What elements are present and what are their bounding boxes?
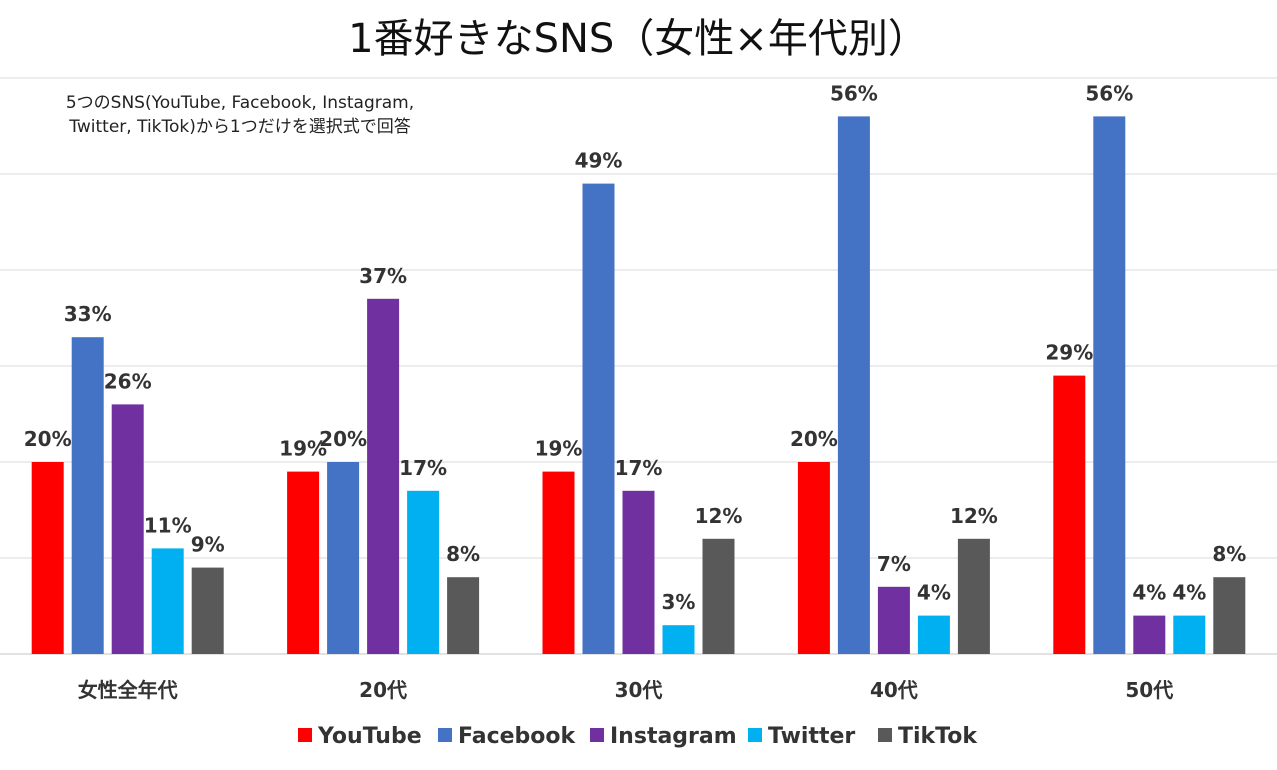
- bar-twitter-0: [151, 548, 184, 654]
- bar-twitter-1: [407, 490, 440, 654]
- legend-label: Facebook: [458, 724, 577, 749]
- legend-label: Twitter: [768, 724, 855, 749]
- data-label: 19%: [279, 437, 327, 461]
- legend-item-twitter: Twitter: [748, 724, 855, 749]
- data-label: 4%: [917, 581, 951, 605]
- bar-facebook-2: [582, 183, 615, 654]
- data-labels: 20%33%26%11%9%19%20%37%17%8%19%49%17%3%1…: [24, 81, 1247, 614]
- category-label: 50代: [1125, 678, 1173, 702]
- data-label: 56%: [1085, 81, 1133, 105]
- bar-instagram-4: [1133, 615, 1166, 654]
- bar-instagram-0: [111, 404, 144, 654]
- data-label: 20%: [24, 427, 72, 451]
- bar-instagram-3: [877, 586, 910, 654]
- legend-item-facebook: Facebook: [438, 724, 577, 749]
- legend-label: TikTok: [898, 724, 978, 749]
- bar-facebook-3: [837, 116, 870, 654]
- legend-label: Instagram: [610, 724, 737, 749]
- legend-swatch: [748, 728, 762, 742]
- legend-swatch: [298, 728, 312, 742]
- data-label: 12%: [950, 504, 998, 528]
- bar-facebook-0: [71, 337, 104, 654]
- bar-twitter-4: [1173, 615, 1206, 654]
- data-label: 12%: [695, 504, 743, 528]
- chart-note-line-2: Twitter, TikTok)から1つだけを選択式で回答: [68, 117, 410, 137]
- category-label: 30代: [615, 678, 663, 702]
- data-label: 9%: [191, 533, 225, 557]
- data-label: 4%: [1132, 581, 1166, 605]
- data-label: 8%: [446, 542, 480, 566]
- data-label: 20%: [319, 427, 367, 451]
- data-label: 3%: [662, 590, 696, 614]
- bar-tiktok-0: [191, 567, 224, 654]
- category-label: 女性全年代: [78, 678, 178, 702]
- data-label: 17%: [399, 456, 447, 480]
- bar-youtube-1: [287, 471, 320, 654]
- bar-tiktok-3: [957, 538, 990, 654]
- legend: YouTube Facebook Instagram Twitter TikTok: [298, 724, 978, 749]
- legend-label: YouTube: [317, 724, 422, 749]
- bar-twitter-3: [917, 615, 950, 654]
- data-label: 7%: [877, 552, 911, 576]
- legend-swatch: [438, 728, 452, 742]
- legend-swatch: [878, 728, 892, 742]
- data-label: 19%: [535, 437, 583, 461]
- data-label: 26%: [104, 369, 152, 393]
- category-labels: 女性全年代 20代 30代 40代 50代: [78, 678, 1174, 702]
- data-label: 4%: [1172, 581, 1206, 605]
- legend-item-youtube: YouTube: [298, 724, 422, 749]
- legend-item-tiktok: TikTok: [878, 724, 978, 749]
- data-label: 11%: [144, 513, 192, 537]
- data-label: 49%: [575, 149, 623, 173]
- data-label: 37%: [359, 264, 407, 288]
- bar-facebook-4: [1093, 116, 1126, 654]
- legend-swatch: [590, 728, 604, 742]
- bar-instagram-2: [622, 490, 655, 654]
- data-label: 29%: [1045, 341, 1093, 365]
- bars: [31, 116, 1246, 654]
- data-label: 56%: [830, 81, 878, 105]
- bar-twitter-2: [662, 625, 695, 654]
- bar-youtube-4: [1053, 375, 1086, 654]
- data-label: 17%: [615, 456, 663, 480]
- bar-instagram-1: [367, 298, 400, 654]
- data-label: 8%: [1212, 542, 1246, 566]
- bar-youtube-2: [542, 471, 575, 654]
- data-label: 20%: [790, 427, 838, 451]
- chart-note-line-1: 5つのSNS(YouTube, Facebook, Instagram,: [66, 93, 414, 113]
- category-label: 40代: [870, 678, 918, 702]
- data-label: 33%: [64, 302, 112, 326]
- legend-item-instagram: Instagram: [590, 724, 737, 749]
- chart-title: 1番好きなSNS（女性×年代別）: [348, 16, 928, 62]
- bar-tiktok-1: [447, 577, 480, 654]
- bar-tiktok-4: [1213, 577, 1246, 654]
- bar-youtube-0: [31, 462, 64, 654]
- category-label: 20代: [359, 678, 407, 702]
- bar-youtube-3: [797, 462, 830, 654]
- bar-tiktok-2: [702, 538, 735, 654]
- bar-facebook-1: [327, 462, 360, 654]
